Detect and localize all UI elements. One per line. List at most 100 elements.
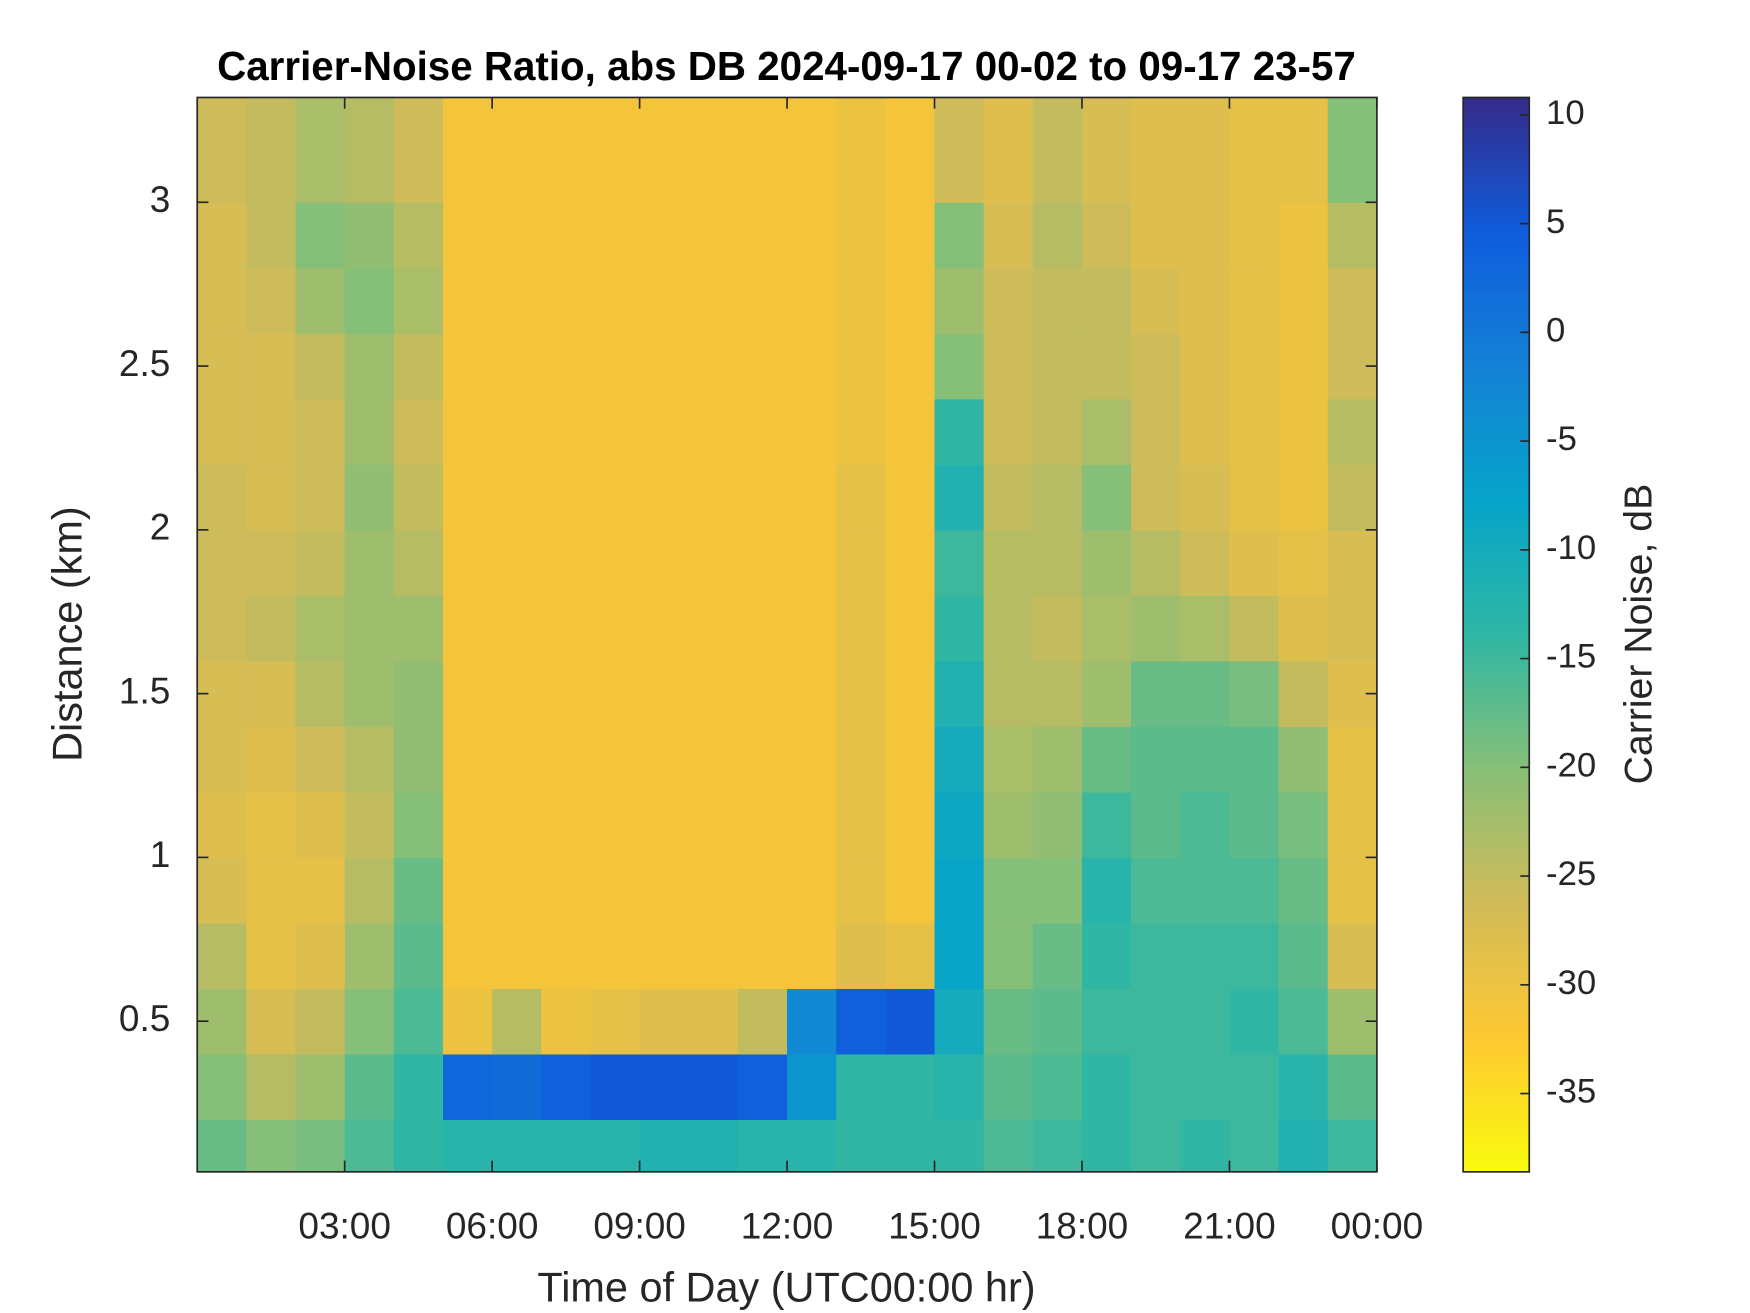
heatmap-cell <box>983 202 1034 269</box>
heatmap-cell <box>295 464 346 531</box>
heatmap-cell <box>492 1119 542 1173</box>
heatmap-cell <box>1229 595 1280 662</box>
heatmap-cell <box>1032 660 1083 727</box>
heatmap-cell <box>639 202 690 269</box>
heatmap-cell <box>344 791 395 858</box>
heatmap <box>197 97 1378 1173</box>
heatmap-cell <box>295 988 346 1055</box>
heatmap-cell <box>836 726 886 793</box>
heatmap-cell <box>737 202 788 269</box>
heatmap-cell <box>197 464 247 531</box>
heatmap-cell <box>787 529 837 596</box>
heatmap-cell <box>639 791 690 858</box>
heatmap-cell <box>1229 922 1280 989</box>
heatmap-cell <box>737 267 788 334</box>
heatmap-cell <box>442 202 493 269</box>
y-tick-label: 0.5 <box>119 998 170 1039</box>
heatmap-cell <box>1081 529 1132 596</box>
heatmap-cell <box>787 660 837 727</box>
heatmap-cell <box>541 791 592 858</box>
heatmap-cell <box>1180 267 1230 334</box>
heatmap-cell <box>492 857 542 924</box>
heatmap-cell <box>492 464 542 531</box>
heatmap-cell <box>541 267 592 334</box>
heatmap-cell <box>246 202 297 269</box>
heatmap-cell <box>787 398 837 465</box>
heatmap-cell <box>492 988 542 1055</box>
heatmap-cell <box>541 726 592 793</box>
heatmap-cell <box>1032 202 1083 269</box>
heatmap-cell <box>885 595 936 662</box>
heatmap-cell <box>787 595 837 662</box>
heatmap-cell <box>1229 202 1280 269</box>
heatmap-cell <box>393 464 444 531</box>
heatmap-cell <box>983 1119 1034 1173</box>
heatmap-cell <box>541 202 592 269</box>
heatmap-cell <box>934 791 985 858</box>
heatmap-cell <box>295 267 346 334</box>
heatmap-cell <box>737 333 788 400</box>
heatmap-cell <box>885 726 936 793</box>
heatmap-cell <box>983 595 1034 662</box>
heatmap-cell <box>885 857 936 924</box>
heatmap-cell <box>344 595 395 662</box>
heatmap-cell <box>295 595 346 662</box>
heatmap-cell <box>737 988 788 1055</box>
heatmap-cell <box>393 660 444 727</box>
heatmap-cell <box>639 529 690 596</box>
heatmap-cell <box>983 791 1034 858</box>
heatmap-cell <box>393 398 444 465</box>
x-tick-label: 15:00 <box>888 1206 981 1247</box>
heatmap-cell <box>1327 529 1378 596</box>
heatmap-cell <box>197 1119 247 1173</box>
heatmap-cell <box>590 857 641 924</box>
heatmap-cell <box>393 791 444 858</box>
heatmap-cell <box>295 726 346 793</box>
heatmap-cell <box>541 922 592 989</box>
heatmap-cell <box>442 988 493 1055</box>
heatmap-cell <box>836 398 886 465</box>
heatmap-cell <box>737 529 788 596</box>
heatmap-cell <box>1081 857 1132 924</box>
heatmap-cell <box>442 97 493 203</box>
heatmap-cell <box>393 922 444 989</box>
heatmap-cell <box>1229 1053 1280 1120</box>
colorbar-tick-label: 10 <box>1546 94 1585 132</box>
heatmap-cell <box>1032 857 1083 924</box>
heatmap-cell <box>787 97 837 203</box>
heatmap-cell <box>393 595 444 662</box>
heatmap-cell <box>1131 726 1181 793</box>
heatmap-cell <box>541 464 592 531</box>
heatmap-cell <box>737 726 788 793</box>
heatmap-cell <box>246 988 297 1055</box>
heatmap-cell <box>442 529 493 596</box>
heatmap-cell <box>1032 595 1083 662</box>
heatmap-cell <box>1327 202 1378 269</box>
heatmap-cell <box>541 595 592 662</box>
heatmap-cell <box>1081 1119 1132 1173</box>
heatmap-cell <box>885 398 936 465</box>
heatmap-cell <box>983 922 1034 989</box>
heatmap-cell <box>1081 333 1132 400</box>
heatmap-cell <box>1229 660 1280 727</box>
heatmap-cell <box>1081 1053 1132 1120</box>
heatmap-cell <box>442 791 493 858</box>
heatmap-cell <box>737 922 788 989</box>
heatmap-cell <box>590 333 641 400</box>
heatmap-cell <box>639 922 690 989</box>
heatmap-cell <box>836 988 886 1055</box>
heatmap-cell <box>983 398 1034 465</box>
heatmap-cell <box>688 595 739 662</box>
heatmap-cell <box>1229 857 1280 924</box>
heatmap-cell <box>934 267 985 334</box>
heatmap-cell <box>787 922 837 989</box>
heatmap-cell <box>1180 464 1230 531</box>
heatmap-cell <box>787 791 837 858</box>
heatmap-cell <box>246 857 297 924</box>
y-tick-label: 2 <box>150 507 171 548</box>
heatmap-cell <box>1229 97 1280 203</box>
heatmap-cell <box>1131 97 1181 203</box>
heatmap-cell <box>295 97 346 203</box>
heatmap-cell <box>1180 726 1230 793</box>
